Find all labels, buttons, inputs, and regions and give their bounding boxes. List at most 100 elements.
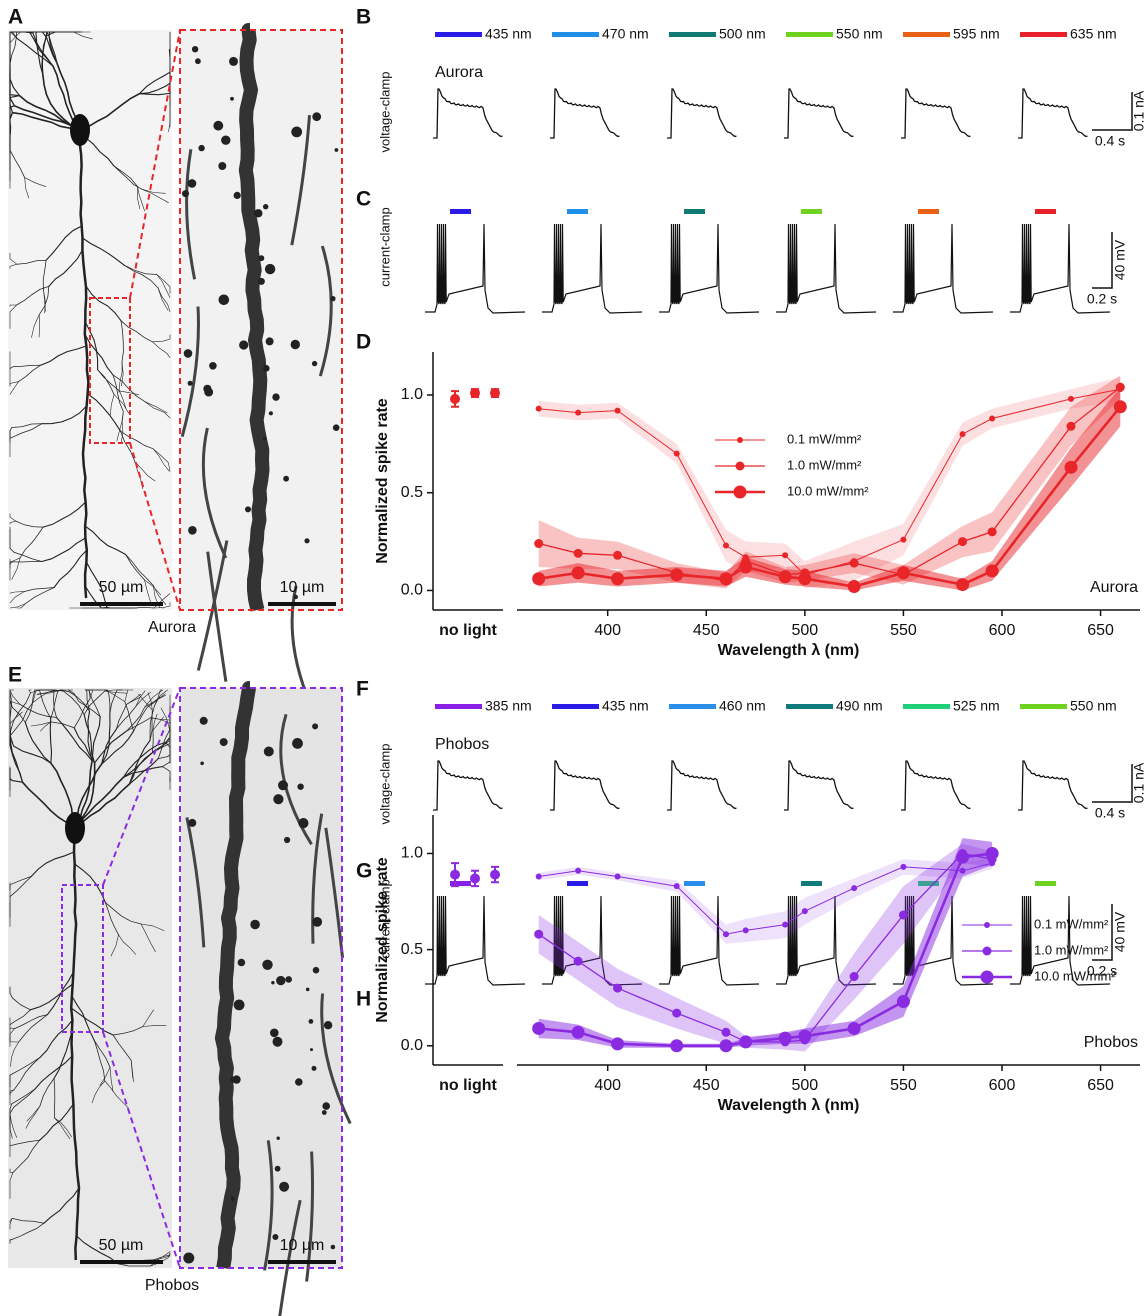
data-point — [721, 1028, 730, 1037]
spine — [272, 1234, 278, 1240]
y-tick-label: 0.0 — [401, 582, 423, 599]
stimulus-label: 635 nm — [1070, 26, 1117, 42]
spine — [272, 393, 279, 400]
spine — [229, 57, 238, 66]
x-tick-label: 650 — [1087, 622, 1114, 639]
spine — [263, 437, 267, 441]
current-clamp-trace — [542, 224, 642, 313]
stimulus-bar — [684, 209, 705, 214]
spine — [192, 46, 198, 52]
spine — [198, 145, 204, 151]
soma — [65, 812, 85, 844]
x-tick-label: 400 — [594, 622, 621, 639]
stimulus-bar — [801, 881, 822, 886]
spine — [312, 361, 317, 366]
spine — [188, 381, 193, 386]
spine — [331, 1245, 336, 1250]
x-axis-title: Wavelength λ (nm) — [718, 1097, 860, 1114]
spine — [295, 1078, 303, 1086]
stimulus-swatch — [669, 704, 716, 709]
spine — [277, 1137, 280, 1140]
scale-bar-label: 40 mV — [1112, 239, 1128, 280]
voltage-clamp-trace — [784, 761, 854, 810]
voltage-clamp-trace — [550, 761, 620, 810]
voltage-clamp-trace — [433, 761, 503, 810]
inset-image — [180, 688, 342, 1268]
spine — [291, 126, 302, 137]
spine — [183, 1253, 194, 1264]
spine — [304, 538, 309, 543]
spine — [292, 738, 303, 749]
panel-letter: D — [356, 331, 371, 354]
stimulus-bar — [1035, 209, 1056, 214]
data-point — [672, 1009, 681, 1018]
trace-label: current-clamp — [377, 207, 392, 286]
scale-bar — [268, 602, 336, 606]
spine — [312, 112, 321, 121]
y-axis-title: Normalized spike rate — [374, 398, 391, 564]
scale-bar-label: 0.1 nA — [1131, 90, 1146, 131]
data-point — [848, 580, 861, 593]
voltage-clamp-trace — [1018, 761, 1088, 810]
data-point — [674, 451, 680, 457]
spine — [306, 988, 310, 992]
spine — [231, 1196, 235, 1200]
spine — [312, 1066, 317, 1071]
x-tick-label: 650 — [1087, 1077, 1114, 1094]
data-point — [782, 922, 788, 928]
stimulus-bar — [684, 881, 705, 886]
stimulus-label: 500 nm — [719, 26, 766, 42]
spine — [313, 967, 320, 974]
panel-letter: A — [8, 6, 23, 29]
spine — [259, 255, 265, 261]
stimulus-bar — [801, 209, 822, 214]
panel-letter: F — [356, 678, 369, 701]
data-point — [532, 1022, 545, 1035]
data-point — [899, 911, 908, 920]
data-point — [536, 874, 542, 880]
spine — [312, 723, 318, 729]
spine — [269, 411, 273, 415]
stimulus-label: 470 nm — [602, 26, 649, 42]
construct-label: Phobos — [435, 736, 489, 753]
data-point — [1116, 383, 1125, 392]
spine — [213, 121, 223, 131]
data-point — [572, 566, 585, 579]
stimulus-label: 550 nm — [1070, 698, 1117, 714]
current-clamp-trace — [659, 224, 759, 313]
x-tick-label: 450 — [693, 1077, 720, 1094]
spine — [182, 190, 189, 197]
annotation: Aurora — [1090, 579, 1138, 596]
data-point — [613, 551, 622, 560]
x-tick-label: 600 — [989, 622, 1016, 639]
data-point — [779, 1032, 792, 1045]
scale-bar-label: 10 µm — [280, 579, 325, 596]
data-point — [989, 415, 995, 421]
spine — [195, 58, 201, 64]
data-point — [779, 570, 792, 583]
scale-bar-label: 50 µm — [99, 1237, 144, 1254]
data-point — [575, 410, 581, 416]
spine — [322, 1110, 327, 1115]
data-point — [986, 847, 999, 860]
control-point — [470, 388, 480, 398]
scale-bar-label: 0.2 s — [1087, 291, 1117, 307]
spine — [219, 295, 230, 306]
data-point — [723, 931, 729, 937]
spine — [291, 340, 300, 349]
data-point — [900, 864, 906, 870]
construct-label: Aurora — [435, 64, 483, 81]
legend-label: 0.1 mW/mm² — [787, 431, 862, 446]
control-point — [450, 870, 460, 880]
microscopy — [8, 688, 350, 1316]
x-axis-title: Wavelength λ (nm) — [718, 642, 860, 659]
spine — [298, 818, 308, 828]
x-tick-label: 550 — [890, 622, 917, 639]
stimulus-label: 460 nm — [719, 698, 766, 714]
spine — [279, 1182, 289, 1192]
data-point — [1068, 396, 1074, 402]
figure: ABCDEFGH50 µm10 µmAurora50 µm10 µmPhobos… — [0, 0, 1146, 1316]
data-point — [897, 566, 910, 579]
y-tick-label: 1.0 — [401, 845, 423, 862]
stimulus-label: 385 nm — [485, 698, 532, 714]
